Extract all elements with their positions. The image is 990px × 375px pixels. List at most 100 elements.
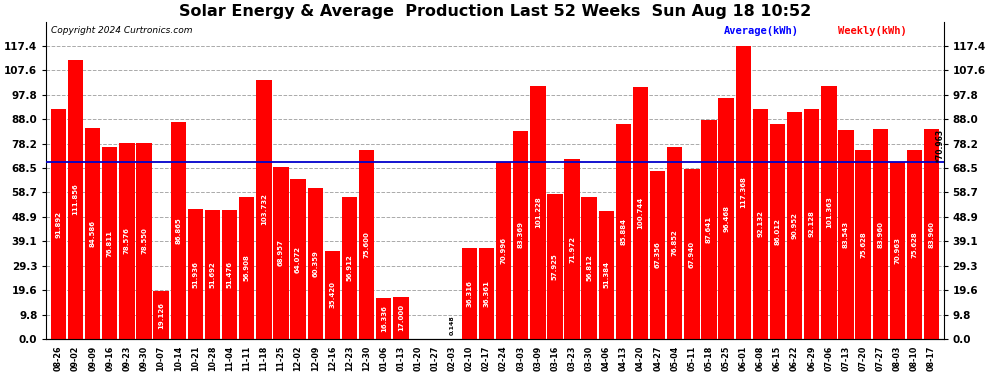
Text: 76.811: 76.811 (107, 230, 113, 256)
Text: 70.996: 70.996 (501, 237, 507, 264)
Bar (308, 188, 323, 339)
Text: 84.586: 84.586 (90, 220, 96, 247)
Bar (376, 298, 391, 339)
Bar (170, 122, 186, 339)
Text: Copyright 2024 Curtronics.com: Copyright 2024 Curtronics.com (50, 27, 192, 36)
Bar (102, 147, 118, 339)
Bar (650, 171, 665, 339)
Bar (273, 167, 289, 339)
Bar (50, 110, 66, 339)
Bar (736, 46, 751, 339)
Bar (701, 120, 717, 339)
Text: 75.600: 75.600 (363, 231, 369, 258)
Text: 92.132: 92.132 (757, 210, 763, 237)
Text: 17.000: 17.000 (398, 304, 404, 332)
Text: 75.628: 75.628 (912, 231, 918, 258)
Bar (68, 60, 83, 339)
Text: 90.952: 90.952 (792, 212, 798, 239)
Text: 19.126: 19.126 (158, 302, 164, 328)
Bar (616, 124, 631, 339)
Text: 101.228: 101.228 (535, 197, 541, 228)
Bar (153, 291, 169, 339)
Text: 51.476: 51.476 (227, 261, 233, 288)
Bar (205, 210, 220, 339)
Bar (770, 124, 785, 339)
Bar (325, 251, 340, 339)
Title: Solar Energy & Average  Production Last 52 Weeks  Sun Aug 18 10:52: Solar Energy & Average Production Last 5… (179, 4, 811, 19)
Bar (513, 131, 529, 339)
Bar (137, 143, 151, 339)
Text: 83.960: 83.960 (929, 220, 935, 248)
Text: 83.369: 83.369 (518, 221, 524, 248)
Text: 86.865: 86.865 (175, 217, 181, 244)
Bar (239, 197, 254, 339)
Bar (581, 197, 597, 339)
Text: 56.912: 56.912 (346, 255, 352, 281)
Bar (461, 248, 477, 339)
Bar (119, 143, 135, 339)
Bar (599, 211, 614, 339)
Text: 68.957: 68.957 (278, 240, 284, 266)
Bar (924, 129, 940, 339)
Text: 76.852: 76.852 (672, 230, 678, 256)
Bar (290, 179, 306, 339)
Bar (633, 87, 648, 339)
Bar (907, 150, 922, 339)
Bar (479, 248, 494, 339)
Text: 16.336: 16.336 (381, 305, 387, 332)
Text: 78.576: 78.576 (124, 228, 130, 254)
Text: 91.892: 91.892 (55, 211, 61, 238)
Text: 83.543: 83.543 (842, 221, 849, 248)
Text: Weekly(kWh): Weekly(kWh) (838, 27, 907, 36)
Text: 101.363: 101.363 (826, 196, 832, 228)
Bar (564, 159, 580, 339)
Text: 96.468: 96.468 (723, 205, 729, 232)
Text: 51.384: 51.384 (603, 261, 609, 288)
Bar (222, 210, 238, 339)
Text: 103.732: 103.732 (261, 194, 267, 225)
Text: 117.368: 117.368 (741, 177, 746, 209)
Text: 75.628: 75.628 (860, 231, 866, 258)
Text: 64.072: 64.072 (295, 246, 301, 273)
Bar (855, 150, 871, 339)
Text: 111.856: 111.856 (72, 183, 78, 215)
Bar (719, 98, 734, 339)
Bar (547, 194, 562, 339)
Text: 36.316: 36.316 (466, 280, 472, 307)
Text: 60.359: 60.359 (312, 250, 318, 277)
Bar (821, 86, 837, 339)
Bar (530, 86, 545, 339)
Bar (256, 80, 271, 339)
Text: 57.925: 57.925 (551, 254, 558, 280)
Text: 36.361: 36.361 (483, 280, 489, 307)
Text: 71.972: 71.972 (569, 236, 575, 262)
Text: 51.692: 51.692 (210, 261, 216, 288)
Text: 100.744: 100.744 (638, 197, 644, 230)
Text: 67.356: 67.356 (654, 242, 660, 268)
Text: 87.641: 87.641 (706, 216, 712, 243)
Text: 86.012: 86.012 (774, 218, 780, 245)
Text: 83.960: 83.960 (877, 220, 883, 248)
Text: 78.550: 78.550 (141, 228, 148, 254)
Bar (667, 147, 682, 339)
Text: *70.963: *70.963 (936, 129, 944, 162)
Text: 0.148: 0.148 (449, 315, 454, 335)
Text: 51.936: 51.936 (192, 261, 198, 288)
Bar (359, 150, 374, 339)
Bar (890, 162, 905, 339)
Text: 67.940: 67.940 (689, 241, 695, 268)
Text: 70.963: 70.963 (894, 237, 900, 264)
Bar (839, 130, 853, 339)
Text: 92.128: 92.128 (809, 210, 815, 237)
Bar (872, 129, 888, 339)
Bar (342, 197, 357, 339)
Bar (188, 209, 203, 339)
Text: 85.884: 85.884 (621, 218, 627, 245)
Bar (85, 128, 100, 339)
Text: Average(kWh): Average(kWh) (724, 27, 799, 36)
Text: 56.908: 56.908 (244, 255, 249, 281)
Bar (804, 109, 820, 339)
Text: 56.812: 56.812 (586, 255, 592, 282)
Bar (787, 112, 802, 339)
Bar (393, 297, 409, 339)
